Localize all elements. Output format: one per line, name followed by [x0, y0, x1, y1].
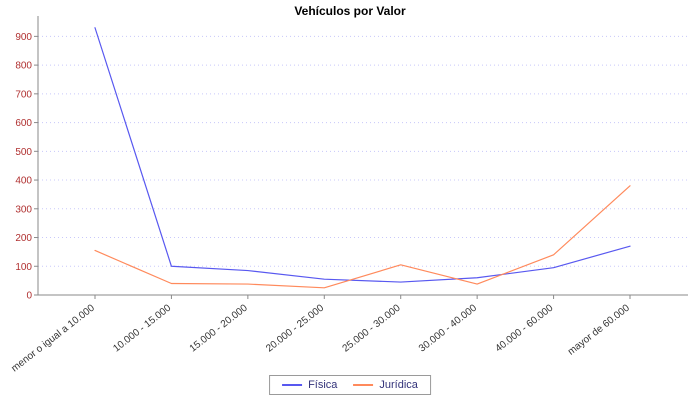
gridlines: [38, 35, 688, 296]
category-label: 20.000 - 25.000: [264, 302, 326, 354]
y-tick-label: 0: [26, 291, 32, 302]
y-tick-label: 600: [15, 118, 32, 129]
y-tick-label: 500: [15, 147, 32, 158]
category-label: mayor de 60.000: [566, 302, 632, 357]
series-line-juridica: [94, 185, 631, 289]
legend-item-fisica: Física: [282, 379, 337, 391]
category-label: 25.000 - 30.000: [341, 302, 403, 354]
category-label: 40.000 - 60.000: [493, 302, 555, 354]
juridica-line-swatch: [353, 384, 374, 386]
legend-label-fisica: Física: [308, 379, 338, 391]
y-tick-label: 800: [15, 61, 32, 72]
fisica-line-swatch: [282, 384, 303, 386]
y-axis-tick-labels: 0 100 200 300 400 500 600 700 800 900: [15, 32, 38, 302]
axes: [37, 16, 688, 296]
y-tick-label: 300: [15, 204, 32, 215]
y-tick-label: 900: [15, 32, 32, 43]
y-tick-label: 200: [15, 233, 32, 244]
chart-title: Vehículos por Valor: [294, 4, 406, 18]
y-tick-label: 100: [15, 262, 32, 273]
legend-label-juridica: Jurídica: [379, 379, 418, 391]
category-label: 30.000 - 40.000: [417, 302, 479, 354]
legend: Física Jurídica: [269, 375, 431, 395]
category-label: 10.000 - 15.000: [111, 302, 173, 354]
series-line-fisica: [94, 27, 631, 283]
category-label: menor o igual a 10.000: [9, 302, 97, 374]
category-label: 15.000 - 20.000: [188, 302, 250, 354]
y-tick-label: 700: [15, 89, 32, 100]
x-axis-category-labels: menor o igual a 10.000 10.000 - 15.000 15.…: [9, 295, 632, 374]
legend-item-juridica: Jurídica: [353, 379, 418, 391]
y-tick-label: 400: [15, 176, 32, 187]
